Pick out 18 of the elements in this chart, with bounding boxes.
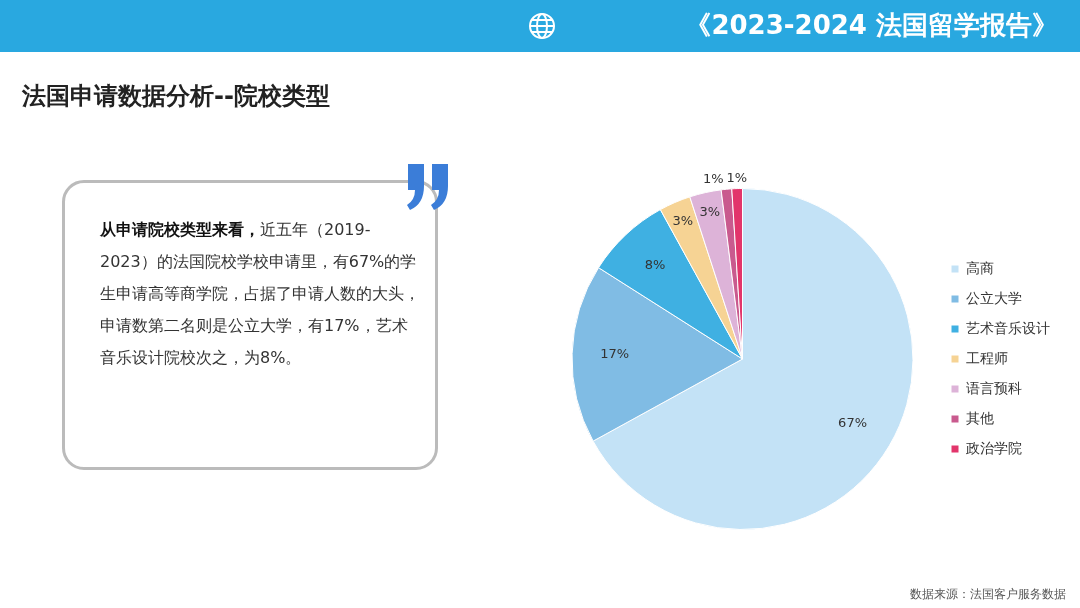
legend-label: 艺术音乐设计 <box>966 319 1050 336</box>
text: 从申请院校类型来看， <box>100 220 260 239</box>
legend-label: 公立大学 <box>966 289 1022 306</box>
legend-label: 高商 <box>966 259 994 276</box>
legend-label: 语言预科 <box>966 379 1022 396</box>
legend-label: 政治学院 <box>966 439 1022 456</box>
source-note: 数据来源：法国客户服务数据 <box>910 586 1066 603</box>
legend-label: 其他 <box>966 409 994 426</box>
data-label: 1% <box>702 170 724 186</box>
data-label: 8% <box>644 257 666 273</box>
data-label: 3% <box>672 212 694 228</box>
text: 法国申请数据分析--院校类型 <box>22 81 330 112</box>
legend-label: 工程师 <box>966 349 1008 366</box>
text: 《2023-2024 法国留学报告》 <box>685 9 1058 42</box>
data-label: 17% <box>600 346 630 362</box>
data-label: 67% <box>838 415 868 431</box>
data-label: 1% <box>726 169 748 185</box>
data-label: 3% <box>699 203 721 219</box>
